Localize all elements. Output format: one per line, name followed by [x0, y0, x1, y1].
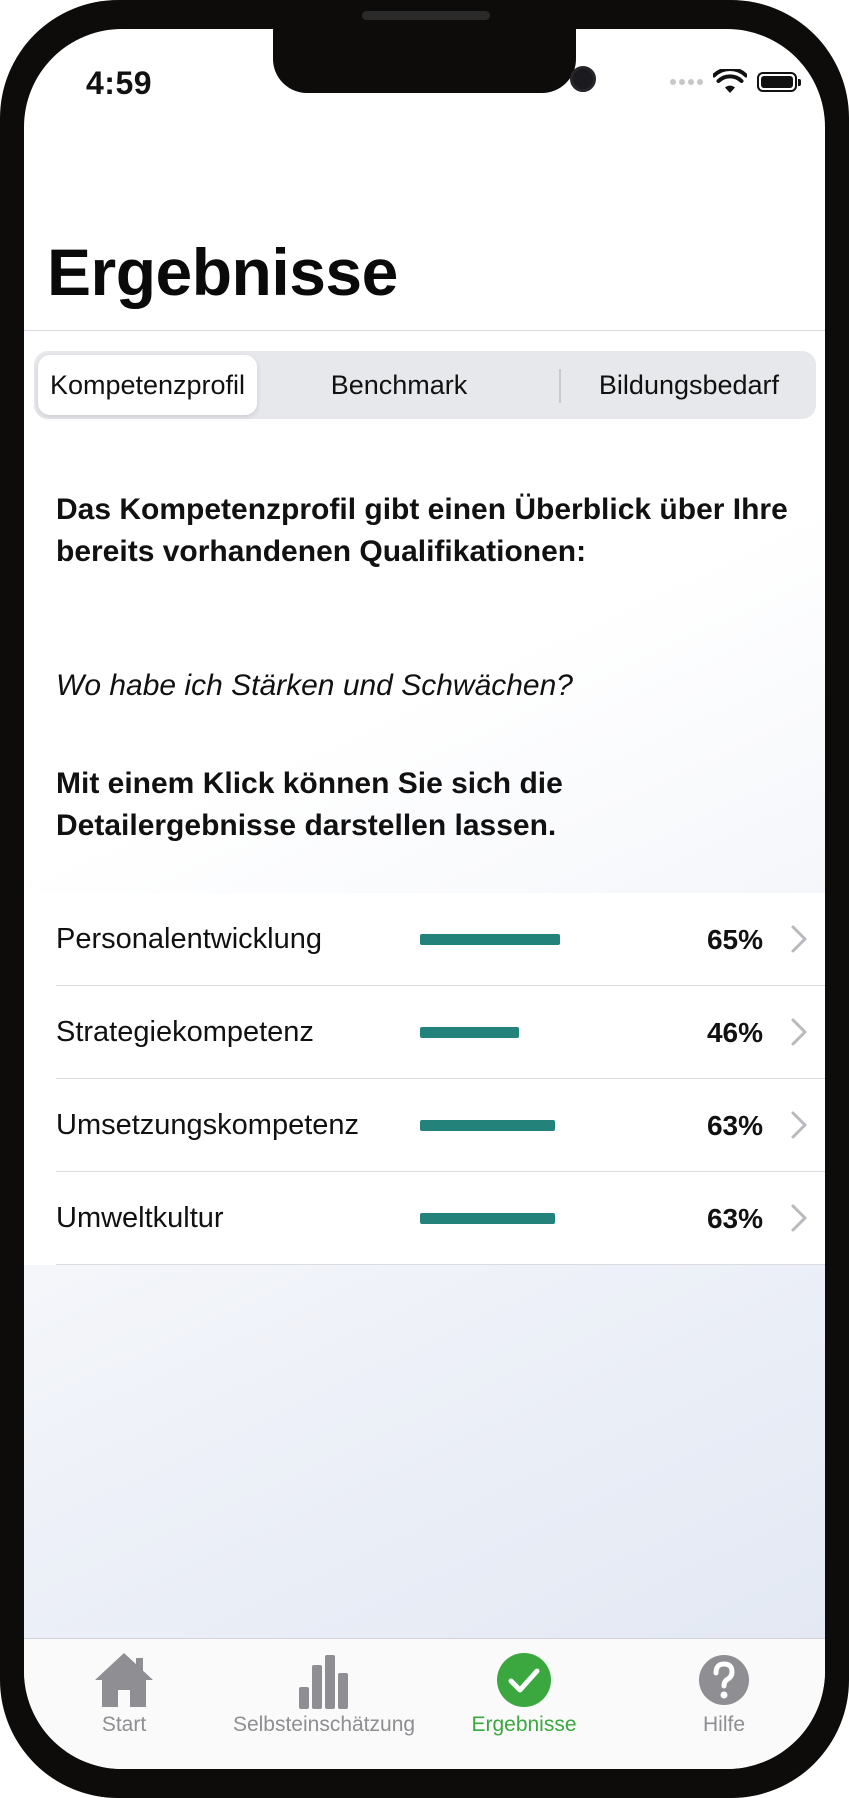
segmented-control: Kompetenzprofil Benchmark Bildungsbedarf — [34, 351, 816, 419]
checkmark-circle-icon — [497, 1653, 551, 1707]
tab-hilfe[interactable]: Hilfe — [624, 1639, 824, 1739]
tab-label: Hilfe — [702, 1713, 745, 1736]
status-icons — [670, 69, 801, 95]
progress-fill — [420, 934, 560, 945]
result-label: Personalentwicklung — [56, 923, 322, 955]
progress-fill — [420, 1213, 556, 1224]
tab-start[interactable]: Start — [24, 1639, 224, 1739]
result-percent: 63% — [706, 1202, 763, 1234]
house-icon — [95, 1653, 153, 1707]
segment-benchmark[interactable]: Benchmark — [330, 369, 468, 400]
bar-chart-icon — [299, 1655, 348, 1709]
notch — [273, 29, 596, 93]
tab-selbsteinschaetzung[interactable]: Selbsteinschätzung — [224, 1639, 424, 1739]
progress-bar — [420, 934, 620, 945]
result-label: Umsetzungskompetenz — [56, 1109, 360, 1141]
results-list: Personalentwicklung 65% Strategiekompete… — [24, 893, 825, 1265]
segment-separator — [559, 369, 561, 403]
result-percent: 63% — [706, 1109, 763, 1141]
intro-question: Wo habe ich Stärken und Schwächen? — [56, 669, 573, 702]
tab-label: Ergebnisse — [471, 1713, 577, 1736]
screen: 4:59 Ergebnisse Kompetenzprofil Benchmar… — [24, 29, 825, 1769]
intro-hint: Mit einem Klick können Sie sich die Deta… — [56, 767, 563, 842]
status-time: 4:59 — [86, 65, 153, 101]
intro-heading: Das Kompetenzprofil gibt einen Überblick… — [56, 493, 788, 568]
tab-label: Start — [101, 1713, 147, 1736]
progress-fill — [420, 1027, 519, 1038]
wifi-icon — [713, 69, 747, 93]
chevron-right-icon — [791, 1204, 807, 1232]
progress-bar — [420, 1213, 620, 1224]
result-percent: 46% — [706, 1016, 763, 1048]
tab-ergebnisse[interactable]: Ergebnisse — [424, 1639, 624, 1739]
result-label: Strategiekompetenz — [56, 1016, 314, 1048]
segment-kompetenzprofil[interactable]: Kompetenzprofil — [38, 355, 257, 415]
progress-fill — [420, 1120, 556, 1131]
chevron-right-icon — [791, 1018, 807, 1046]
result-percent: 65% — [706, 923, 763, 955]
segment-bildungsbedarf[interactable]: Bildungsbedarf — [598, 369, 780, 400]
camera-icon — [570, 66, 596, 92]
list-item[interactable]: Strategiekompetenz 46% — [56, 986, 825, 1079]
list-item[interactable]: Umweltkultur 63% — [56, 1172, 825, 1265]
list-item[interactable]: Personalentwicklung 65% — [56, 893, 825, 986]
divider — [24, 330, 825, 331]
speaker-grille — [362, 11, 490, 20]
list-item[interactable]: Umsetzungskompetenz 63% — [56, 1079, 825, 1172]
tab-bar: Start Selbsteinschätzung Ergebnisse — [24, 1638, 825, 1769]
cellular-signal-icon — [670, 79, 703, 85]
battery-icon — [757, 72, 801, 92]
chevron-right-icon — [791, 925, 807, 953]
chevron-right-icon — [791, 1111, 807, 1139]
page-title: Ergebnisse — [47, 235, 398, 309]
tab-label: Selbsteinschätzung — [232, 1713, 416, 1736]
question-circle-icon — [699, 1655, 749, 1705]
progress-bar — [420, 1120, 620, 1131]
progress-bar — [420, 1027, 620, 1038]
result-label: Umweltkultur — [56, 1202, 224, 1234]
